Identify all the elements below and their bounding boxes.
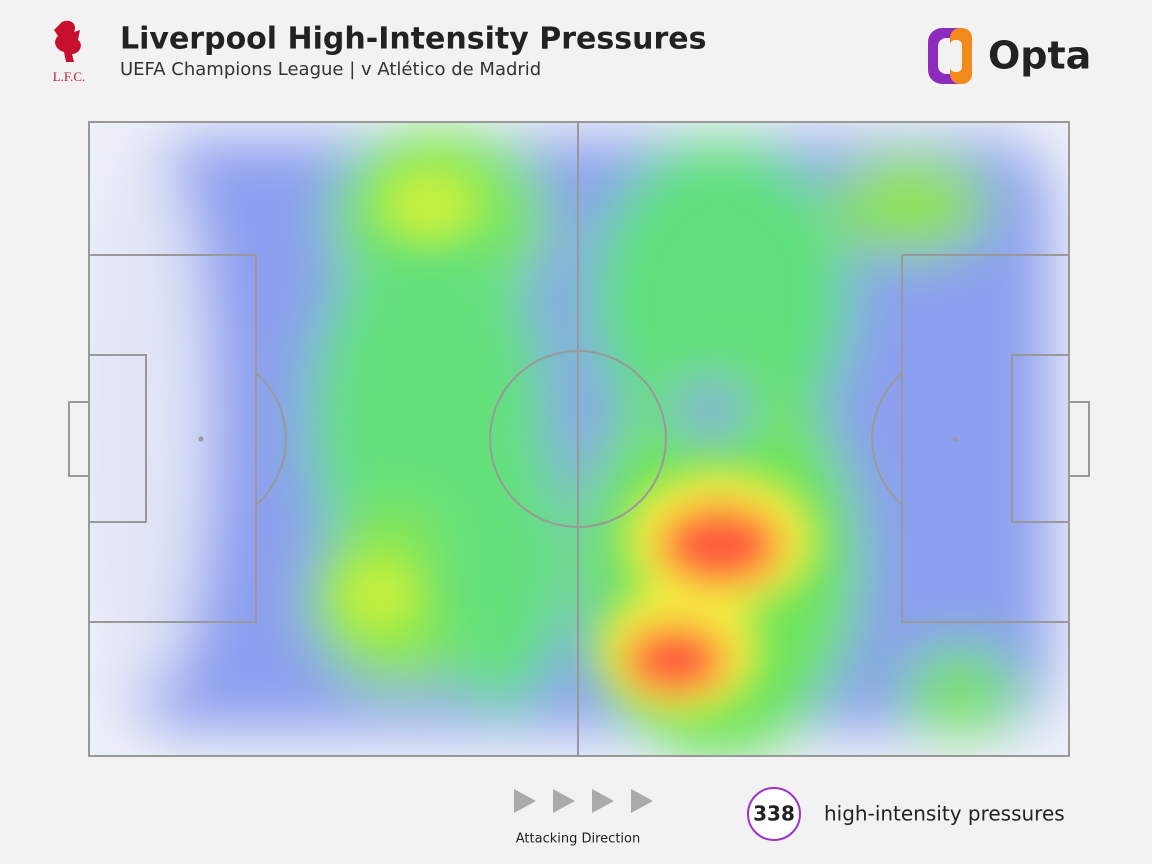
- brand-logo: Opta: [928, 28, 1091, 84]
- penalty-spot: [198, 436, 204, 442]
- club-name: L.F.C.: [53, 69, 86, 84]
- club-crest: L.F.C.: [53, 20, 86, 84]
- brand-name: Opta: [988, 34, 1091, 78]
- count: 338: [753, 802, 795, 826]
- direction-label: Attacking Direction: [516, 832, 640, 847]
- direction-arrows: [514, 789, 653, 813]
- count-label: high-intensity pressures: [824, 802, 1065, 826]
- count-badge: [747, 787, 801, 841]
- penalty-spot: [952, 436, 958, 442]
- title: Liverpool High-Intensity Pressures: [120, 22, 706, 57]
- pitch-lines: [68, 121, 1090, 757]
- subtitle: UEFA Champions League | v Atlético de Ma…: [120, 59, 541, 80]
